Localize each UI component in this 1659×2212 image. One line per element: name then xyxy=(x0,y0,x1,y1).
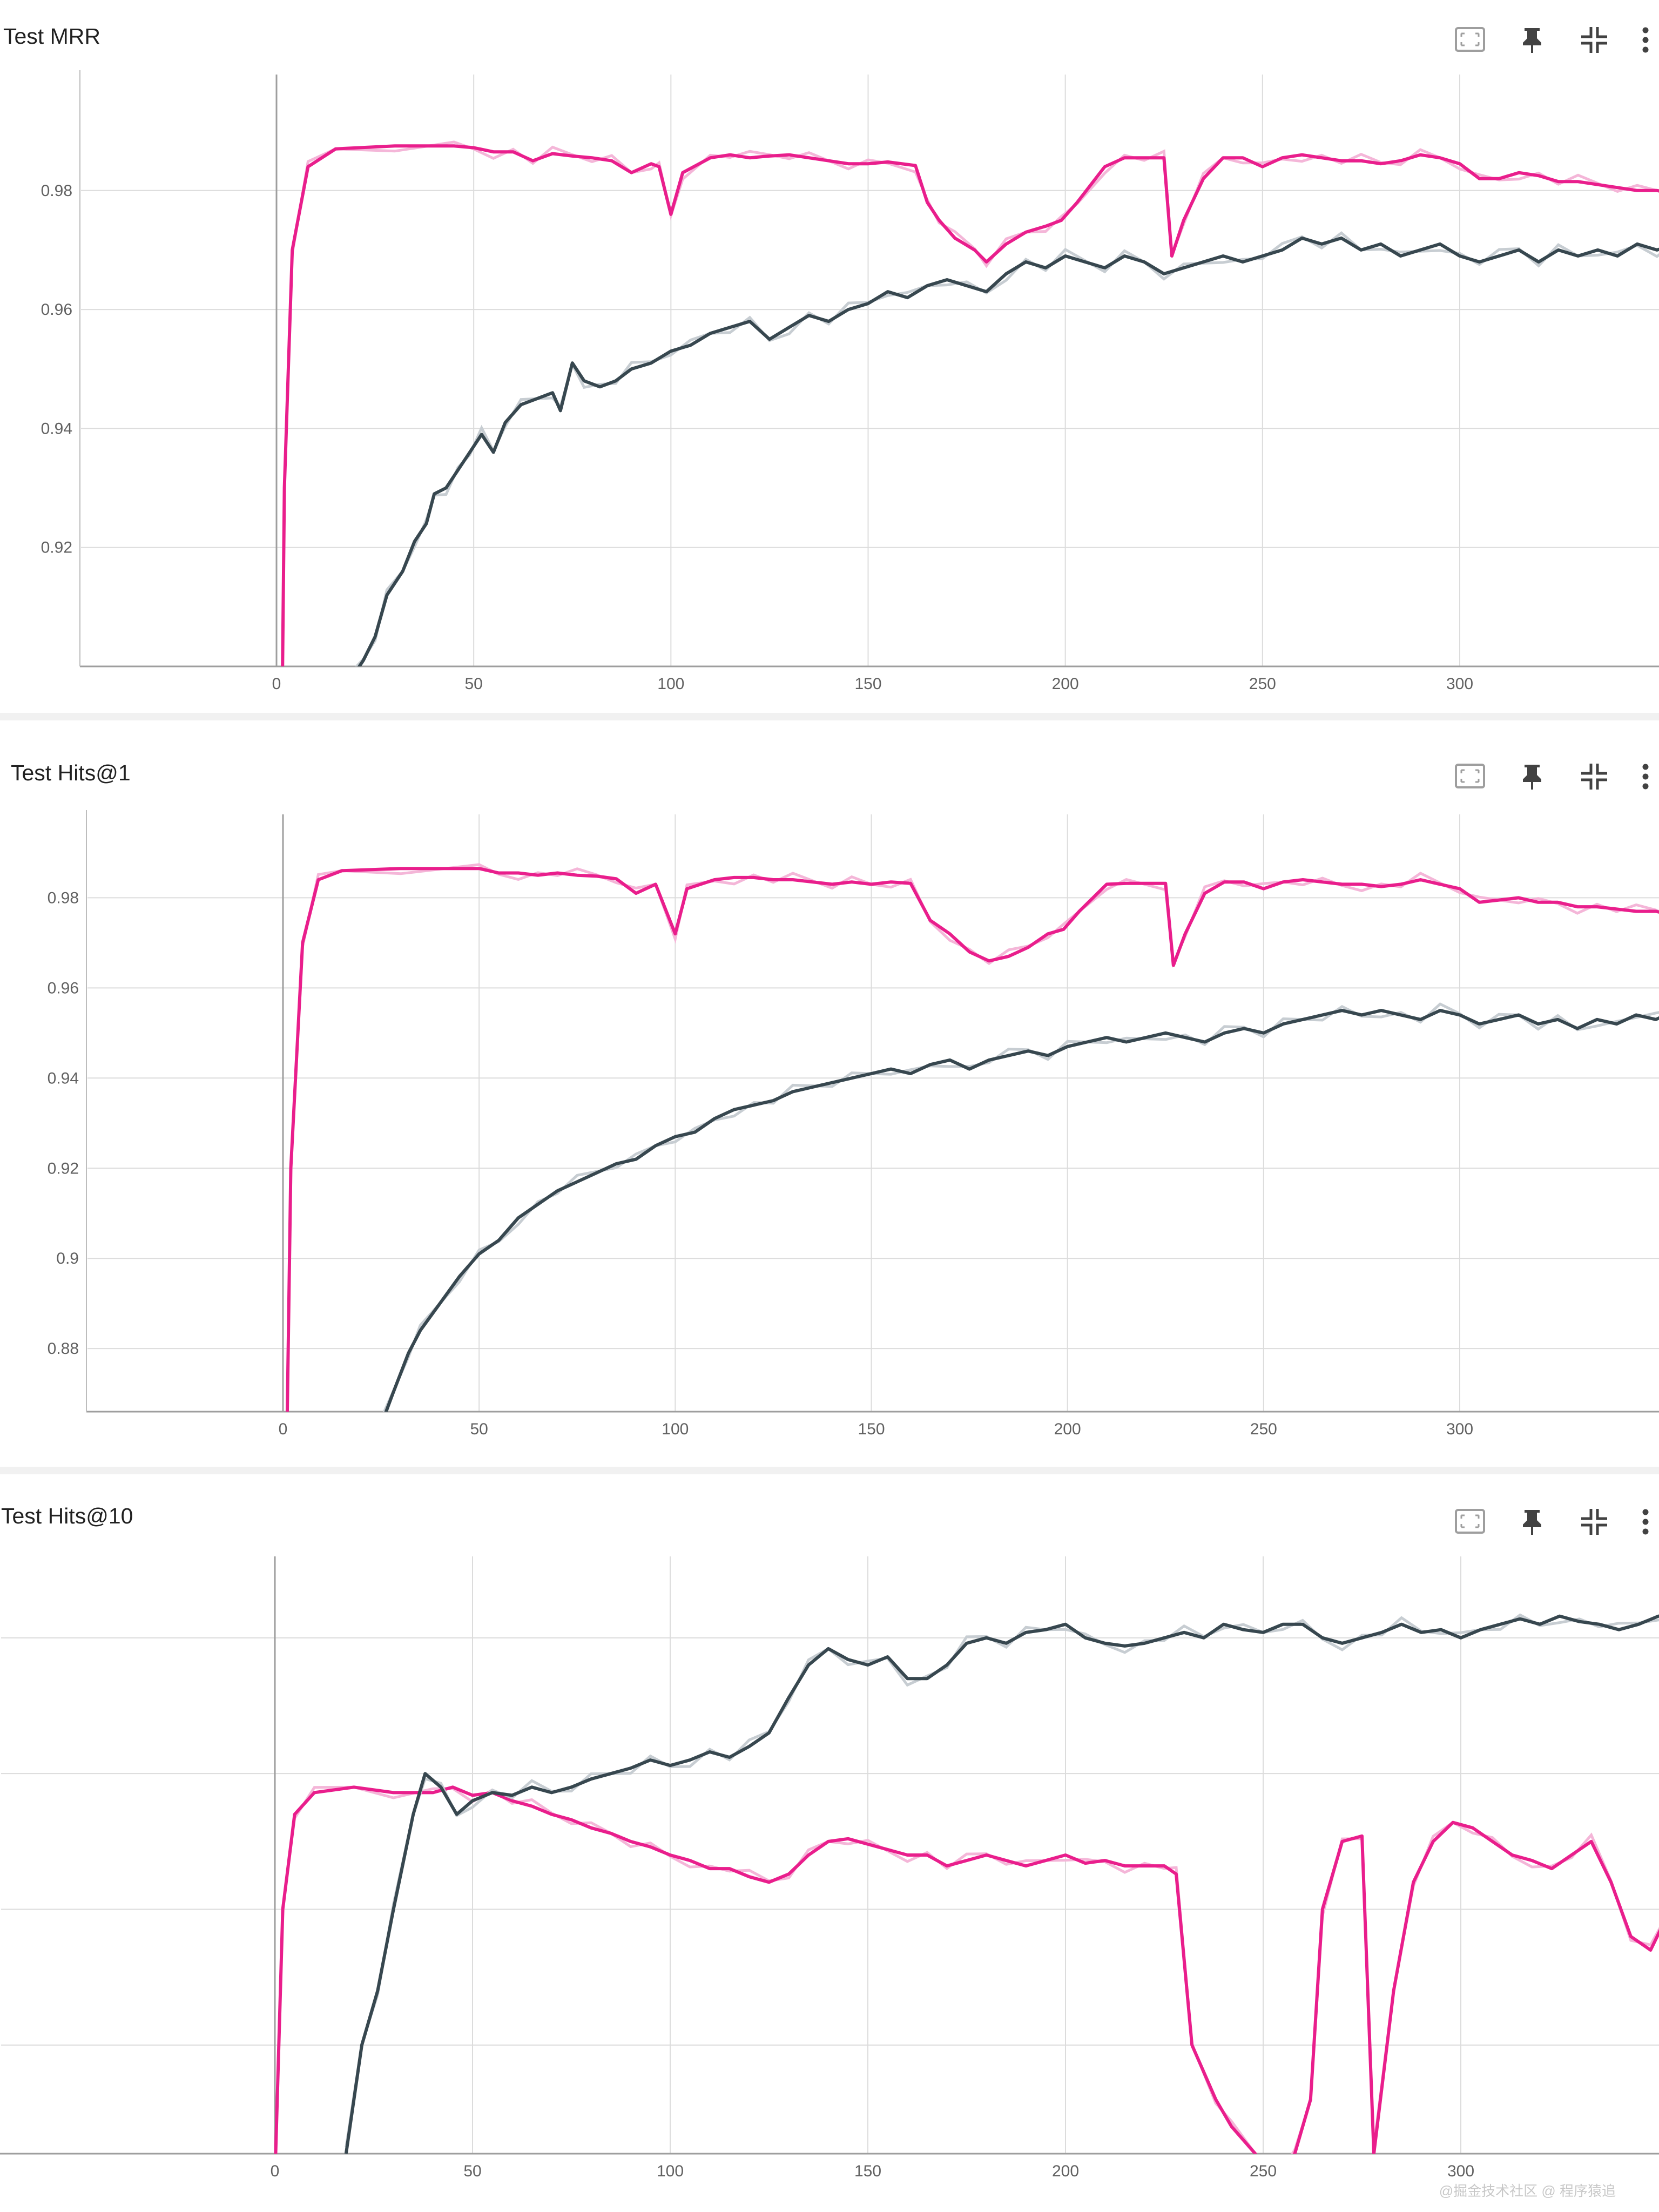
fit-to-data-icon xyxy=(1455,27,1485,52)
chart-title: Test MRR xyxy=(3,24,100,49)
chart-title: Test Hits@1 xyxy=(11,760,131,785)
fit-to-data-button[interactable] xyxy=(1448,18,1492,62)
x-tick-label: 100 xyxy=(662,1420,689,1438)
y-tick-label: 0.94 xyxy=(48,1069,79,1087)
fit-to-data-button[interactable] xyxy=(1448,1500,1492,1543)
y-tick-label: 0.94 xyxy=(41,420,72,437)
x-tick-label: 50 xyxy=(464,675,482,693)
collapse-button[interactable] xyxy=(1573,755,1616,798)
chart-card-test-mrr: Test MRR 0.92 0.94 0.96 0.98 0 50 100 150 200 250… xyxy=(0,0,1659,713)
y-tick-label: 0.98 xyxy=(41,182,72,200)
x-tick-label: 0 xyxy=(271,2162,280,2180)
fit-to-data-icon xyxy=(1455,764,1485,788)
x-tick-label: 200 xyxy=(1052,675,1079,693)
collapse-button[interactable] xyxy=(1573,18,1616,62)
more-vert-icon xyxy=(1642,1509,1649,1535)
x-tick-label: 150 xyxy=(854,675,881,693)
collapse-icon xyxy=(1581,27,1607,53)
chart-toolbar xyxy=(1432,18,1659,62)
x-tick-label: 150 xyxy=(854,2162,881,2180)
x-tick-label: 50 xyxy=(470,1420,488,1438)
x-tick-label: 200 xyxy=(1052,2162,1079,2180)
x-tick-label: 300 xyxy=(1446,1420,1473,1438)
x-tick-label: 50 xyxy=(463,2162,481,2180)
y-tick-label: 0.9 xyxy=(56,1250,79,1267)
grid xyxy=(1,1556,1659,2154)
grid xyxy=(87,814,1659,1412)
pin-icon xyxy=(1523,28,1541,53)
x-tick-label: 200 xyxy=(1054,1420,1081,1438)
watermark: @掘金技术社区 @ 程序猿追 xyxy=(1439,2183,1616,2199)
more-vert-button[interactable] xyxy=(1624,1500,1659,1543)
series-raw-line xyxy=(382,1002,1659,1412)
grid xyxy=(81,75,1659,666)
chart-card-test-hits-at-10: Test Hits@10 0.980.9850.990.995050100150… xyxy=(0,1474,1659,2212)
more-vert-icon xyxy=(1642,764,1649,790)
y-tick-label: 0.88 xyxy=(48,1340,79,1358)
x-tick-label: 100 xyxy=(657,675,684,693)
x-tick-label: 250 xyxy=(1249,675,1276,693)
x-tick-label: 0 xyxy=(272,675,281,693)
card-separator xyxy=(0,713,1659,720)
y-tick-label: 0.92 xyxy=(48,1159,79,1177)
series-line xyxy=(281,144,1659,666)
pin-icon xyxy=(1523,765,1541,790)
series-raw-line xyxy=(274,1785,1659,2154)
plot-area: 0.88 0.9 0.92 0.94 0.96 0.98 0 50 100 150 200 250 30… xyxy=(0,807,1659,1460)
series-raw-line xyxy=(281,140,1659,666)
pin-button[interactable] xyxy=(1510,1500,1554,1543)
fit-to-data-icon xyxy=(1455,1509,1485,1534)
series-line xyxy=(344,1614,1659,2154)
y-tick-label: 0.96 xyxy=(48,979,79,997)
series-line xyxy=(357,236,1659,666)
more-vert-icon xyxy=(1642,27,1649,53)
card-separator xyxy=(0,1467,1659,1474)
pin-icon xyxy=(1523,1510,1541,1535)
series-line xyxy=(285,867,1659,1412)
collapse-icon xyxy=(1581,764,1607,790)
series-raw-line xyxy=(354,231,1659,666)
chart-svg: 0.92 0.94 0.96 0.98 0 50 100 150 200 250 300 xyxy=(41,70,1659,693)
more-vert-button[interactable] xyxy=(1624,755,1659,798)
chart-toolbar xyxy=(1432,755,1659,798)
x-tick-label: 300 xyxy=(1446,675,1473,693)
collapse-icon xyxy=(1581,1509,1607,1535)
y-tick-label: 0.96 xyxy=(41,301,72,319)
series-raw-line xyxy=(345,1613,1659,2148)
more-vert-button[interactable] xyxy=(1624,18,1659,62)
pin-button[interactable] xyxy=(1510,18,1554,62)
fit-to-data-button[interactable] xyxy=(1448,755,1492,798)
chart-toolbar xyxy=(1432,1500,1659,1543)
x-tick-label: 250 xyxy=(1250,2162,1277,2180)
y-tick-label: 0.92 xyxy=(41,539,72,557)
plot-area: 0.92 0.94 0.96 0.98 0 50 100 150 200 250 300 xyxy=(0,70,1659,713)
x-tick-label: 150 xyxy=(858,1420,885,1438)
chart-title: Test Hits@10 xyxy=(1,1503,133,1528)
series-line xyxy=(384,1009,1659,1412)
series-line xyxy=(274,1785,1659,2154)
x-tick-label: 300 xyxy=(1447,2162,1474,2180)
x-tick-label: 0 xyxy=(279,1420,288,1438)
chart-svg: 0.980.9850.990.995050100150200250300 xyxy=(0,1556,1659,2180)
pin-button[interactable] xyxy=(1510,755,1554,798)
x-tick-label: 250 xyxy=(1250,1420,1277,1438)
x-tick-label: 100 xyxy=(657,2162,684,2180)
y-tick-label: 0.98 xyxy=(48,889,79,907)
collapse-button[interactable] xyxy=(1573,1500,1616,1543)
chart-svg: 0.88 0.9 0.92 0.94 0.96 0.98 0 50 100 150 200 250 30… xyxy=(48,810,1659,1438)
plot-area: 0.980.9850.990.995050100150200250300 xyxy=(0,1552,1659,2206)
chart-card-test-hits-at-1: Test Hits@1 0.88 0.9 0.92 0.94 0.96 0.98 0 50 10… xyxy=(0,720,1659,1467)
